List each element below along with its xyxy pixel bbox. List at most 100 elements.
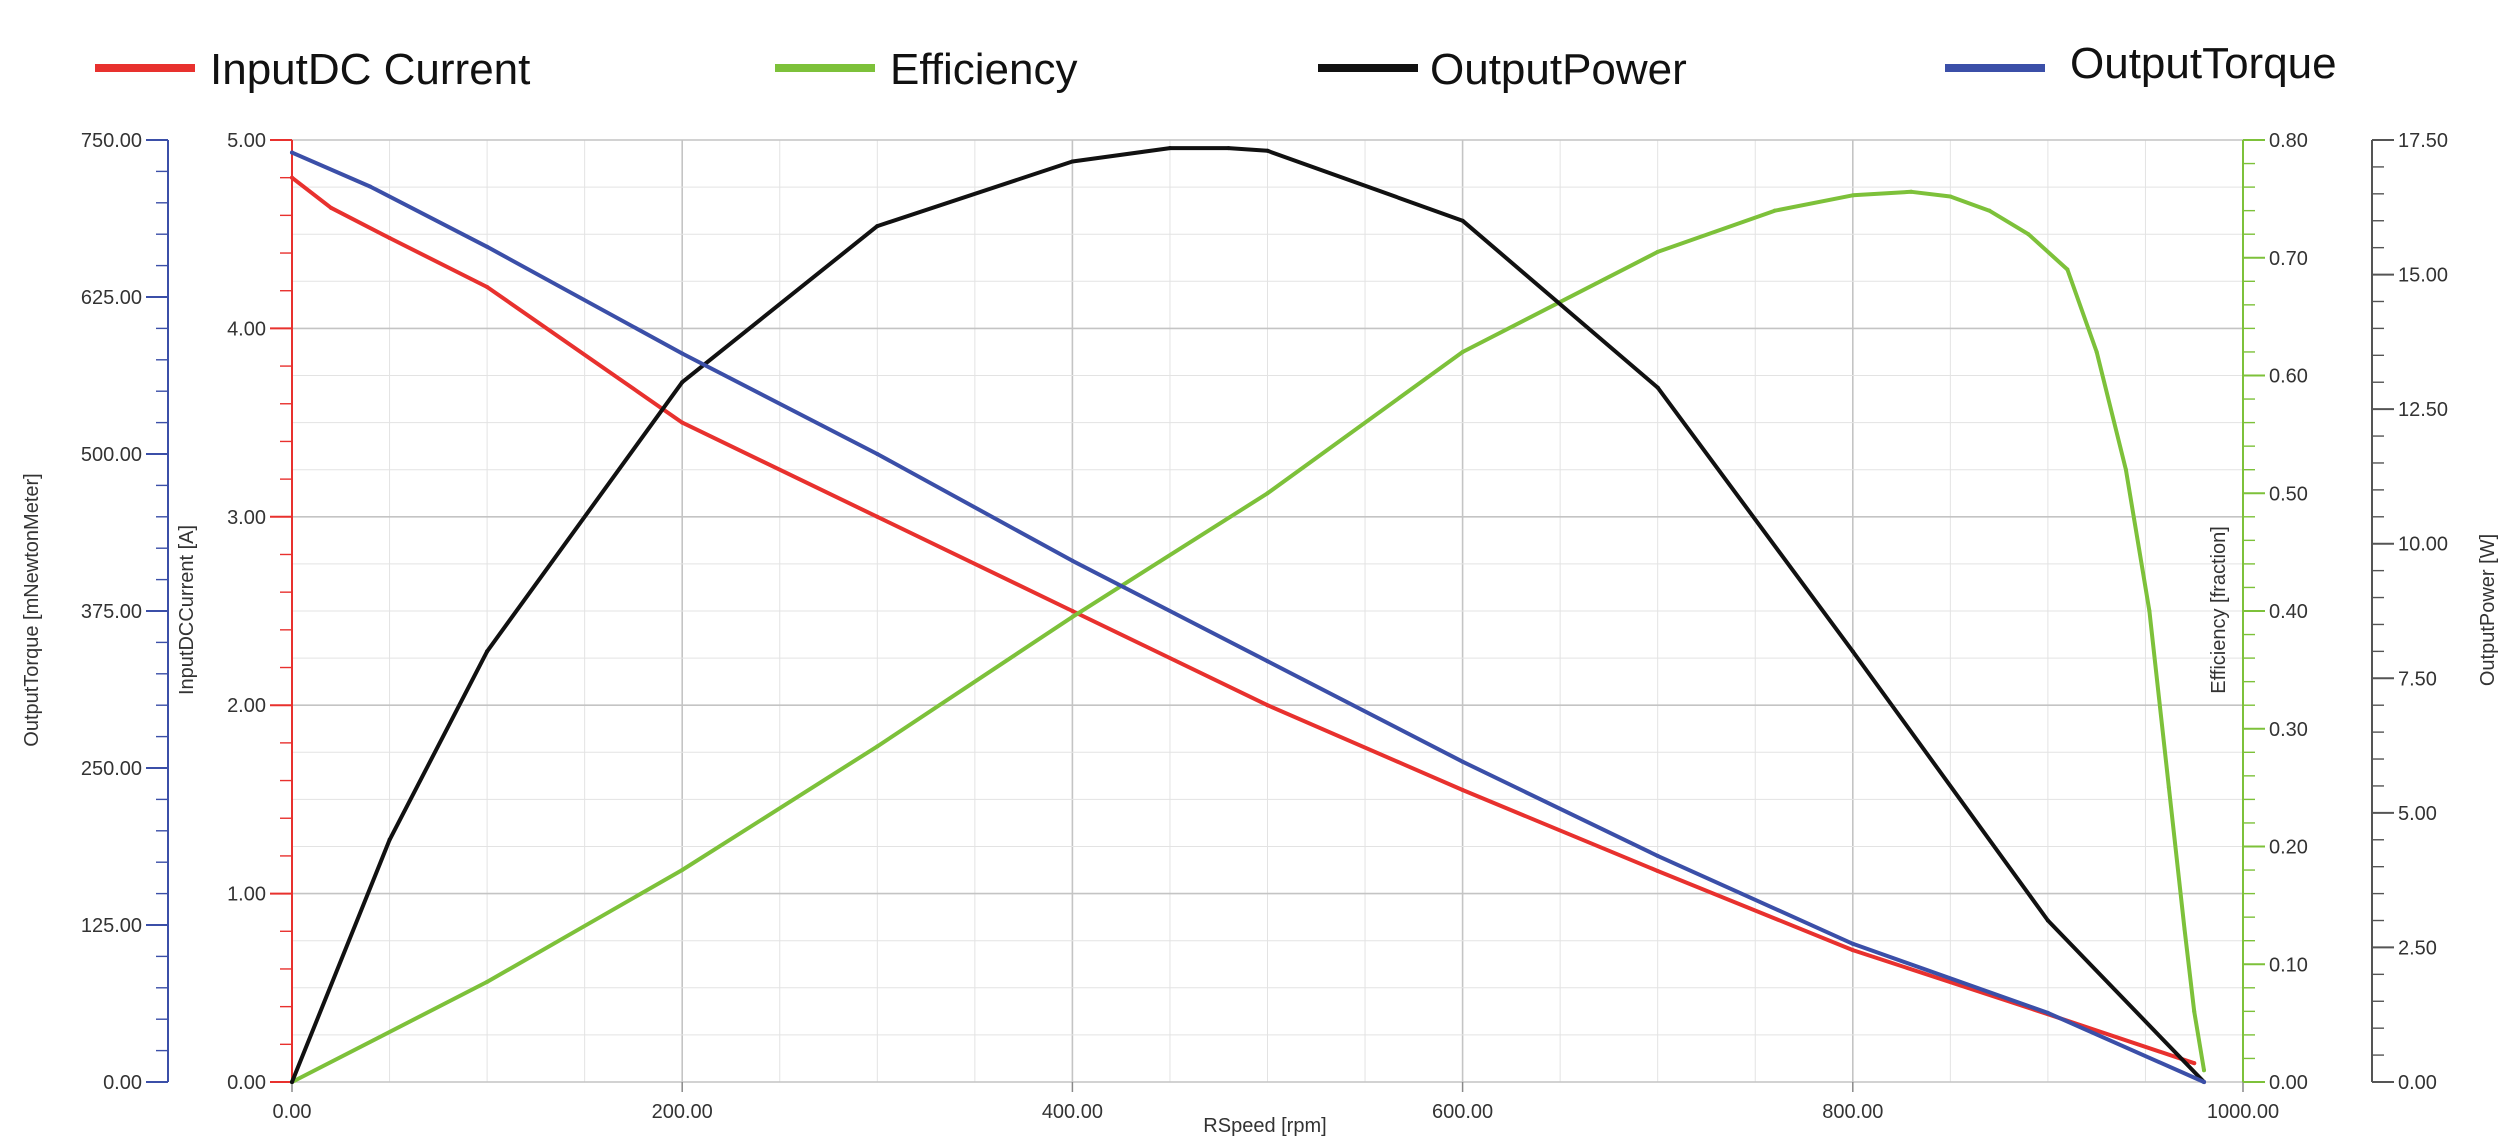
x-tick-label: 200.00 bbox=[652, 1101, 713, 1123]
data-point-efficiency bbox=[2147, 609, 2152, 613]
data-point-efficiency bbox=[2166, 785, 2171, 790]
data-point-outputtorque bbox=[1265, 659, 1270, 664]
legend-entry-outputpower[interactable]: OutputPower bbox=[1318, 45, 1687, 94]
data-point-inputdc-current bbox=[1460, 787, 1465, 792]
y-tick-label-torque: 375.00 bbox=[81, 601, 142, 623]
y-tick-label-current: 4.00 bbox=[227, 318, 266, 340]
data-point-efficiency bbox=[1070, 614, 1075, 619]
data-point-outputtorque bbox=[680, 351, 685, 356]
legend-label-outputpower: OutputPower bbox=[1430, 45, 1687, 94]
data-point-efficiency bbox=[875, 744, 880, 749]
data-point-outputtorque bbox=[1460, 759, 1465, 764]
y-axis-title-efficiency: Efficiency [fraction] bbox=[2208, 526, 2230, 693]
series-line-efficiency bbox=[290, 189, 2206, 1084]
data-point-outputpower bbox=[485, 649, 490, 654]
data-point-inputdc-current bbox=[1070, 609, 1075, 613]
data-point-inputdc-current bbox=[290, 175, 294, 180]
y-tick-label-torque: 750.00 bbox=[81, 130, 142, 152]
grid bbox=[291, 139, 2244, 1083]
data-point-outputtorque bbox=[875, 452, 880, 456]
legend-label-efficiency: Efficiency bbox=[890, 45, 1078, 94]
legend: InputDC Current Efficiency OutputPower O… bbox=[95, 39, 2337, 94]
y-tick-label-power: 2.50 bbox=[2398, 937, 2437, 959]
data-point-inputdc-current bbox=[1265, 703, 1270, 708]
data-point-outputtorque bbox=[485, 244, 490, 249]
data-point-outputtorque bbox=[1070, 558, 1075, 563]
data-point-efficiency bbox=[1987, 208, 1992, 213]
legend-label-inputdc-current: InputDC Current bbox=[210, 45, 530, 94]
data-point-efficiency bbox=[1460, 349, 1465, 354]
data-point-outputpower bbox=[1226, 146, 1231, 151]
series-line-outputtorque bbox=[290, 150, 2206, 1084]
data-point-outputpower bbox=[1167, 146, 1172, 151]
data-point-efficiency bbox=[2123, 467, 2128, 472]
y-tick-label-efficiency: 0.10 bbox=[2269, 954, 2308, 976]
data-point-outputpower bbox=[387, 837, 392, 842]
data-point-outputpower bbox=[1655, 385, 1660, 390]
data-point-outputpower bbox=[680, 380, 685, 385]
legend-entry-efficiency[interactable]: Efficiency bbox=[775, 45, 1078, 94]
axes: 0.00 200.00 400.00 600.00 800.00 1000.00 0.00 1… bbox=[81, 130, 2448, 1123]
data-point-efficiency bbox=[2065, 267, 2070, 272]
series-layer bbox=[290, 146, 2206, 1084]
y-tick-label-efficiency: 0.30 bbox=[2269, 719, 2308, 741]
y-tick-label-efficiency: 0.00 bbox=[2269, 1072, 2308, 1094]
data-point-outputpower bbox=[290, 1080, 294, 1084]
data-point-outputpower bbox=[1070, 159, 1075, 164]
y-tick-label-current: 2.00 bbox=[227, 695, 266, 717]
legend-label-outputtorque: OutputTorque bbox=[2070, 39, 2337, 88]
y-tick-label-efficiency: 0.50 bbox=[2269, 483, 2308, 505]
data-point-inputdc-current bbox=[329, 205, 334, 210]
data-point-efficiency bbox=[2192, 1009, 2197, 1014]
y-tick-label-power: 10.00 bbox=[2398, 534, 2448, 556]
y-tick-label-power: 15.00 bbox=[2398, 265, 2448, 287]
data-point-outputpower bbox=[875, 224, 880, 229]
data-point-inputdc-current bbox=[1655, 868, 1660, 873]
y-tick-label-current: 5.00 bbox=[227, 130, 266, 152]
data-point-efficiency bbox=[680, 868, 685, 873]
y-tick-label-torque: 250.00 bbox=[81, 758, 142, 780]
data-point-inputdc-current bbox=[680, 420, 685, 425]
data-point-inputdc-current bbox=[2192, 1061, 2197, 1066]
y-tick-label-power: 7.50 bbox=[2398, 668, 2437, 690]
data-point-outputpower bbox=[1265, 148, 1270, 153]
data-point-efficiency bbox=[1948, 194, 1953, 199]
data-point-outputtorque bbox=[1655, 853, 1660, 858]
y-tick-label-efficiency: 0.20 bbox=[2269, 837, 2308, 859]
data-point-efficiency bbox=[1265, 491, 1270, 496]
data-point-inputdc-current bbox=[485, 284, 490, 289]
series-line-outputpower bbox=[290, 146, 2206, 1084]
x-tick-label: 800.00 bbox=[1822, 1101, 1883, 1123]
data-point-efficiency bbox=[2094, 349, 2099, 354]
data-point-efficiency bbox=[2182, 926, 2187, 931]
x-tick-label: 1000.00 bbox=[2207, 1101, 2279, 1123]
data-point-efficiency bbox=[1850, 193, 1855, 198]
data-point-outputtorque bbox=[368, 184, 373, 189]
y-tick-label-current: 1.00 bbox=[227, 884, 266, 906]
y-tick-label-power: 5.00 bbox=[2398, 803, 2437, 825]
data-point-efficiency bbox=[2201, 1068, 2206, 1073]
y-axis-title-power: OutputPower [W] bbox=[2477, 534, 2499, 686]
y-tick-label-efficiency: 0.40 bbox=[2269, 601, 2308, 623]
y-tick-label-torque: 500.00 bbox=[81, 444, 142, 466]
data-point-outputpower bbox=[2045, 918, 2050, 923]
legend-entry-outputtorque[interactable]: OutputTorque bbox=[1945, 39, 2337, 88]
y-axis-title-torque: OutputTorque [mNewtonMeter] bbox=[21, 473, 43, 746]
y-tick-label-current: 0.00 bbox=[227, 1072, 266, 1094]
data-point-inputdc-current bbox=[1850, 948, 1855, 953]
data-point-outputtorque bbox=[290, 150, 294, 155]
x-tick-label: 600.00 bbox=[1432, 1101, 1493, 1123]
data-point-inputdc-current bbox=[387, 235, 392, 240]
data-point-efficiency bbox=[2026, 232, 2031, 237]
data-point-inputdc-current bbox=[875, 514, 880, 519]
y-tick-label-power: 17.50 bbox=[2398, 130, 2448, 152]
data-point-efficiency bbox=[1909, 189, 1914, 194]
legend-entry-inputdc-current[interactable]: InputDC Current bbox=[95, 45, 530, 94]
data-point-outputpower bbox=[1850, 649, 1855, 654]
y-tick-label-efficiency: 0.60 bbox=[2269, 366, 2308, 388]
data-point-outputtorque bbox=[2045, 1010, 2050, 1015]
data-point-efficiency bbox=[485, 979, 490, 984]
y-tick-label-efficiency: 0.80 bbox=[2269, 130, 2308, 152]
y-tick-label-power: 0.00 bbox=[2398, 1072, 2437, 1094]
